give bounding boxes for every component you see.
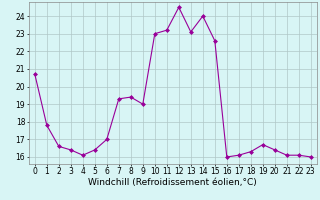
X-axis label: Windchill (Refroidissement éolien,°C): Windchill (Refroidissement éolien,°C) (88, 178, 257, 187)
